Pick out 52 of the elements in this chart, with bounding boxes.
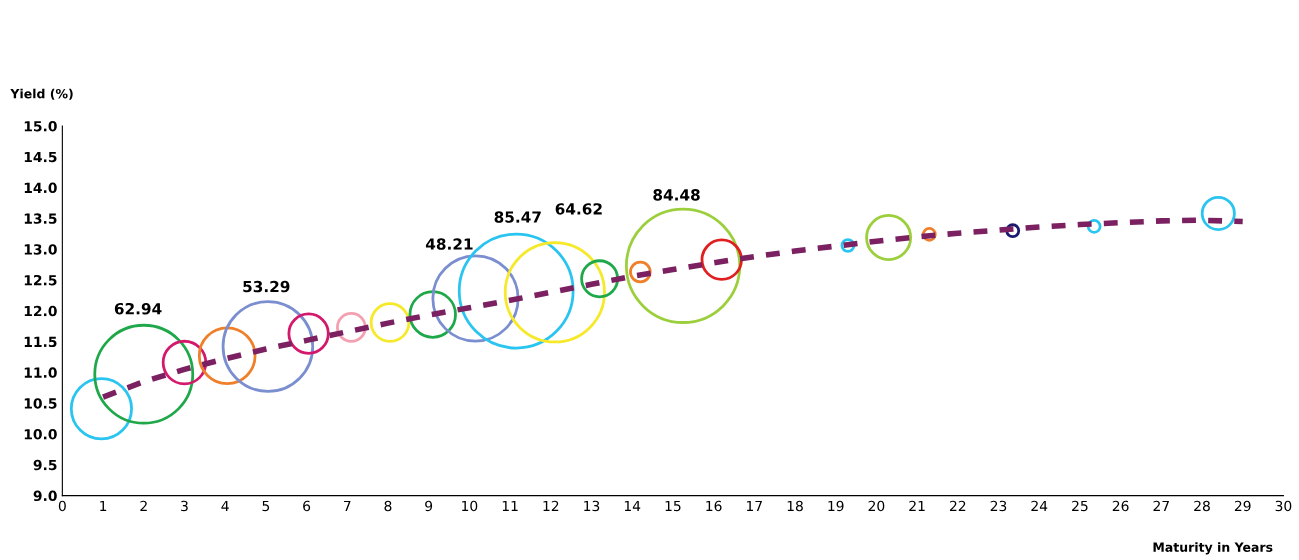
- y-tick-label: 15.0: [24, 120, 57, 132]
- x-tick-label: 13: [584, 500, 600, 512]
- y-tick-label: 11.0: [24, 367, 57, 378]
- y-tick-label: 14.0: [24, 182, 57, 194]
- y-tick-label: 10.0: [24, 428, 57, 440]
- annotation: 64.62: [555, 203, 602, 215]
- x-tick-label: 9: [425, 500, 433, 512]
- annotation: 53.29: [243, 280, 290, 293]
- x-tick-label: 8: [384, 500, 392, 512]
- x-tick-label: 29: [1234, 500, 1251, 512]
- x-tick-label: 16: [706, 500, 722, 512]
- y-axis-title: Yield (%): [10, 88, 73, 100]
- y-tick-label: 14.5: [24, 151, 57, 163]
- y-tick-label: 9.0: [33, 490, 57, 502]
- x-tick-label: 12: [543, 500, 559, 512]
- x-tick-label: 21: [909, 500, 925, 512]
- x-tick-label: 17: [746, 500, 762, 512]
- annotation: 62.94: [114, 302, 162, 315]
- annotation: 84.48: [653, 189, 700, 201]
- y-tick-label: 12.0: [24, 305, 57, 317]
- x-tick-label: 23: [990, 500, 1007, 512]
- x-tick-label: 25: [1072, 500, 1088, 512]
- y-tick-label: 9.5: [33, 459, 57, 471]
- y-tick-label: 12.5: [24, 274, 57, 286]
- annotation: 85.47: [494, 211, 541, 223]
- x-tick-label: 11: [502, 500, 518, 512]
- y-tick-label: 10.5: [24, 398, 57, 409]
- x-tick-label: 14: [624, 500, 641, 512]
- x-tick-label: 15: [665, 500, 681, 512]
- x-tick-label: 27: [1153, 500, 1169, 512]
- x-tick-label: 28: [1194, 500, 1210, 512]
- x-tick-label: 6: [303, 500, 311, 512]
- x-tick-label: 3: [181, 500, 188, 512]
- y-tick-label: 11.5: [24, 336, 57, 348]
- x-tick-label: 22: [949, 500, 966, 512]
- x-tick-label: 7: [343, 500, 351, 512]
- x-tick-label: 24: [1031, 500, 1048, 512]
- x-tick-label: 19: [828, 500, 844, 512]
- x-axis-title: Maturity in Years: [1153, 542, 1273, 555]
- x-tick-label: 2: [140, 500, 147, 512]
- annotation: 48.21: [425, 238, 473, 250]
- x-tick-label: 0: [58, 500, 66, 512]
- x-tick-label: 5: [262, 500, 270, 512]
- y-tick-label: 13.5: [24, 213, 57, 224]
- x-tick-label: 20: [868, 500, 885, 512]
- y-tick-label: 13.0: [24, 244, 57, 255]
- x-tick-label: 4: [221, 500, 229, 512]
- x-tick-label: 18: [787, 500, 803, 512]
- x-tick-label: 30: [1275, 500, 1292, 512]
- x-tick-label: 26: [1112, 500, 1129, 512]
- x-tick-label: 10: [462, 500, 478, 512]
- x-tick-label: 1: [100, 500, 107, 512]
